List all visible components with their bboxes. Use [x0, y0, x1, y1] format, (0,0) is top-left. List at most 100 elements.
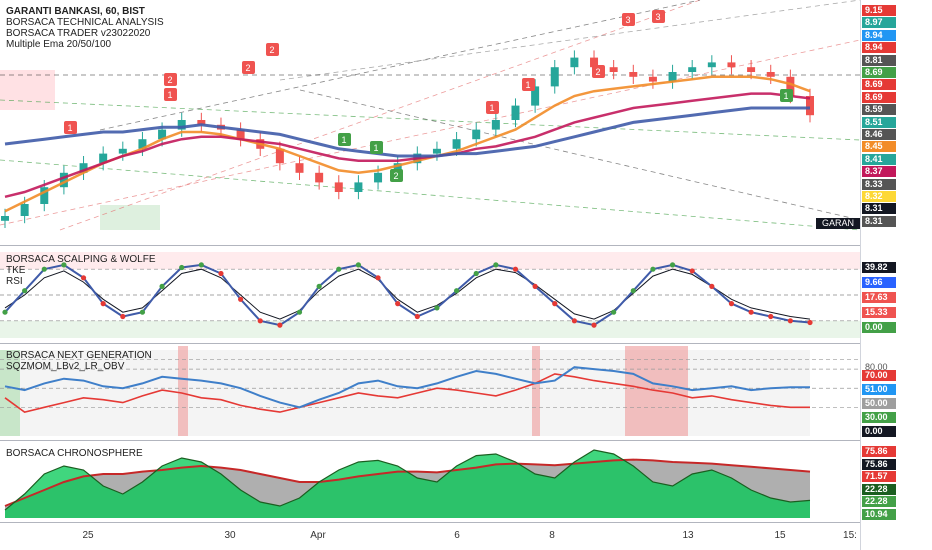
candle-body: [550, 67, 559, 87]
candle-body: [236, 129, 245, 140]
sell-signal-label: 3: [625, 15, 630, 25]
rsi-dot: [650, 266, 656, 272]
candle-body: [315, 172, 324, 183]
ng-value-tag: 50.00: [862, 398, 896, 409]
rsi-dot: [512, 266, 519, 272]
rsi-dot: [120, 313, 126, 320]
osc-value-tag: 39.82: [862, 262, 896, 273]
price-tag: 8.69: [862, 79, 896, 91]
sell-signal-marker: [522, 78, 535, 91]
price-scale[interactable]: [860, 0, 932, 550]
buy-signal-label: 1: [783, 91, 788, 101]
price-tag: 8.31: [862, 215, 896, 227]
sell-signal-marker: [242, 61, 255, 74]
rsi-dot: [689, 268, 695, 274]
rsi-dot: [238, 296, 244, 302]
buy-signal-marker: [780, 89, 793, 102]
rsi-dot: [2, 309, 8, 315]
rsi-dot: [100, 301, 106, 307]
rsi-dot: [159, 283, 165, 289]
rsi-dot: [532, 283, 538, 289]
sell-signal-marker: [164, 73, 177, 86]
legend-line-1: BORSACA TECHNICAL ANALYSIS: [6, 17, 164, 28]
ng-scale-label: 80.00: [865, 362, 888, 372]
sqzmom-line: [4, 366, 810, 409]
rsi-dot: [139, 309, 146, 315]
ng-value-tag: 0.00: [862, 426, 896, 437]
trend-line: [279, 0, 861, 81]
obv-line: [4, 373, 810, 413]
ng-value-tag: 70.00: [862, 370, 896, 381]
chrono-fast-line: [4, 449, 811, 511]
rsi-dot: [473, 270, 479, 277]
osc-value-tag: 15.33: [862, 307, 896, 318]
trend-line: [99, 0, 701, 131]
price-tag: 8.32: [862, 191, 896, 202]
rsi-dot: [493, 262, 499, 268]
candle-body: [668, 72, 677, 82]
price-tag: 8.33: [862, 178, 896, 190]
price-tag: 8.69: [862, 91, 896, 103]
candle-body: [20, 204, 29, 216]
green-zone: [100, 205, 160, 230]
candle-body: [79, 163, 88, 173]
x-tick-label: Apr: [310, 530, 326, 541]
osc-overbought-band: [0, 252, 860, 270]
main-pane-title: GARANTI BANKASI, 60, BIST: [6, 6, 145, 17]
osc-legend-line-1: BORSACA SCALPING & WOLFE: [6, 254, 156, 265]
candle-body: [688, 67, 697, 72]
sell-signal-label: 2: [167, 75, 172, 85]
rsi-dot: [198, 262, 204, 268]
legend-line-2: BORSACA TRADER v23022020: [6, 28, 151, 39]
x-tick-label: 8: [549, 530, 555, 541]
rsi-dot: [591, 322, 597, 328]
rsi-dot: [807, 319, 813, 326]
pane-separator[interactable]: [0, 440, 860, 441]
ema-line-3: [4, 106, 810, 158]
ng-legend-line-1: BORSACA NEXT GENERATION: [6, 350, 152, 361]
osc-value-tag: 0.00: [862, 322, 896, 333]
x-tick-label: 15:: [843, 530, 857, 541]
rsi-dot: [395, 301, 401, 307]
price-tag: 8.69: [862, 67, 896, 78]
candle-body: [374, 172, 383, 183]
candle-body: [570, 57, 579, 68]
pane-separator[interactable]: [0, 343, 860, 344]
buy-signal-label: 1: [373, 143, 378, 153]
buy-signal-label: 2: [393, 171, 398, 181]
candle-body: [177, 120, 186, 130]
price-tag: 8.46: [862, 129, 896, 140]
main-pane-legend: GARANTI BANKASI, 60, BIST BORSACA TECHNI…: [6, 6, 164, 50]
candle-body: [491, 120, 500, 130]
ng-highlight-zone: [532, 346, 540, 436]
next-gen-pane-legend: BORSACA NEXT GENERATION SQZMOM_LBv2_LR_O…: [6, 350, 152, 372]
pane-separator[interactable]: [0, 245, 860, 246]
rsi-dot: [630, 288, 636, 294]
candle-body: [118, 148, 127, 154]
buy-signal-marker: [338, 133, 351, 146]
candle-body: [354, 182, 363, 192]
sell-signal-label: 3: [655, 12, 660, 22]
ng-green-zone: [0, 350, 20, 436]
price-tag: 8.41: [862, 153, 896, 165]
rsi-dot: [179, 264, 185, 271]
sell-signal-label: 2: [245, 63, 250, 73]
rsi-line: [4, 263, 811, 327]
sell-signal-marker: [164, 88, 177, 101]
candle-body: [806, 96, 814, 116]
candle-body: [40, 187, 49, 204]
price-tag: 8.31: [862, 203, 896, 215]
candle-body: [334, 182, 343, 192]
price-tag: 9.15: [862, 5, 896, 16]
candle-body: [766, 72, 775, 77]
x-tick-label: 15: [774, 530, 786, 541]
sell-signal-label: 1: [167, 90, 172, 100]
rsi-dot: [375, 275, 381, 281]
rsi-dot: [296, 309, 303, 315]
candle-body: [511, 105, 520, 120]
price-tag: 8.81: [862, 54, 896, 66]
x-tick-label: 6: [454, 530, 460, 541]
ema-line-1: [4, 75, 811, 213]
oscillator-pane-legend: BORSACA SCALPING & WOLFE TKE RSI: [6, 254, 155, 287]
osc-value-tag: 17.63: [862, 292, 896, 303]
